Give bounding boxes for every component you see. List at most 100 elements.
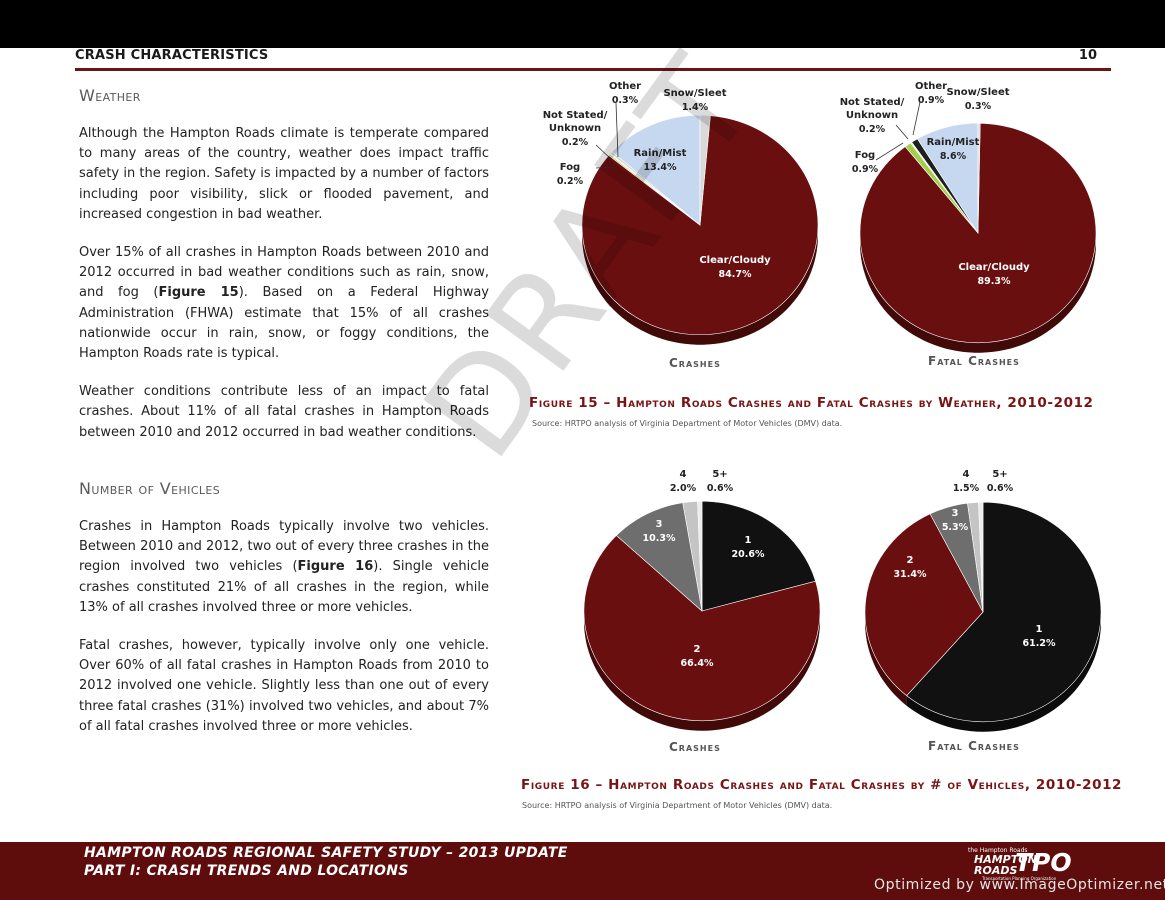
weather-heading: Weather <box>79 86 141 105</box>
pie-slice-4 <box>967 502 984 613</box>
pie-shadow <box>860 133 1096 353</box>
pie-slice-other <box>911 138 979 234</box>
footer-part-title: PART I: CRASH TRENDS AND LOCATIONS <box>84 863 409 879</box>
pie-1-figure-15-fatal-crashes: Clear/Cloudy 89.3% Fog 0.9% Not Stated/Unkno… <box>840 81 1097 353</box>
pie-slice-3 <box>929 502 984 613</box>
pie-slice-5 <box>697 500 703 612</box>
slice-category-label: 4 <box>963 469 970 480</box>
vehicles-paragraph-2: Fatal crashes, however, typically involv… <box>79 638 489 734</box>
pie-slice-side <box>910 142 912 153</box>
slice-value-label: 0.9% <box>918 95 945 106</box>
slice-value-label: 0.2% <box>859 124 886 135</box>
slice-category-label: 3 <box>952 508 959 519</box>
pie-slice-side <box>930 503 968 524</box>
slice-value-label: 2.0% <box>670 483 697 494</box>
page-header: CRASH CHARACTERISTICS 10 <box>75 46 1111 71</box>
pie-slice-side <box>865 513 931 706</box>
slice-category-label: 5+ <box>712 469 727 480</box>
pie-slice-4 <box>682 501 703 612</box>
page-footer: HAMPTON ROADS REGIONAL SAFETY STUDY – 20… <box>0 842 1165 900</box>
pie-slice-side <box>860 123 1096 353</box>
vehicles-text: Crashes in Hampton Roads typically invol… <box>79 517 489 755</box>
pie-slice-side <box>967 502 979 514</box>
figure-16-caption: Figure 16 – Hampton Roads Crashes and Fa… <box>521 777 1123 793</box>
vehicles-paragraph-1: Crashes in Hampton Roads typically invol… <box>79 519 489 615</box>
slice-value-label: 0.9% <box>852 164 879 175</box>
figure-16-source: Source: HRTPO analysis of Virginia Depar… <box>522 801 833 810</box>
slice-value-label: 20.6% <box>732 549 765 560</box>
pie-3-figure-16-fatal-crashes: 1 61.2% 2 31.4% 3 5.3% 4 1.5% 5+ 0.6% <box>864 469 1102 732</box>
pie-slice-fog <box>904 142 979 234</box>
pie-slice-2 <box>864 513 984 697</box>
pie-slice-side <box>616 502 683 546</box>
pie-slice-side <box>697 501 702 512</box>
slice-category-label: 1 <box>1036 624 1043 635</box>
leader-line <box>875 142 904 161</box>
pie-shadow <box>865 512 1101 732</box>
pie-slice-side <box>917 123 978 149</box>
leader-line <box>912 101 921 136</box>
pie-slice-side <box>702 501 816 592</box>
slice-value-label: 5.3% <box>942 522 969 533</box>
slice-category-label: Unknown <box>846 110 898 121</box>
pie-slice-side <box>682 501 698 513</box>
pie-slice-clear-cloudy <box>859 122 1097 344</box>
pie-slice-2 <box>583 535 821 722</box>
figure-15-reference: Figure 15 <box>158 285 239 301</box>
slice-value-label: 0.6% <box>987 483 1014 494</box>
slice-category-label: 4 <box>680 469 687 480</box>
pie-slice-1 <box>701 500 816 612</box>
slice-category-label: Clear/Cloudy <box>958 262 1030 273</box>
slice-value-label: 8.6% <box>940 151 967 162</box>
weather-paragraph-2: Over 15% of all crashes in Hampton Roads… <box>79 245 489 362</box>
slice-category-label: Rain/Mist <box>927 137 980 148</box>
slice-category-label: Snow/Sleet <box>946 87 1009 98</box>
pie-slice-side <box>978 502 983 513</box>
slice-value-label: 66.4% <box>681 658 714 669</box>
pie-slice-3 <box>615 502 703 612</box>
weather-text: Although the Hampton Roads climate is te… <box>79 124 489 461</box>
slice-category-label: 2 <box>694 644 701 655</box>
pie-slice-snow-sleet <box>977 122 981 234</box>
footer-study-title: HAMPTON ROADS REGIONAL SAFETY STUDY – 20… <box>84 845 568 861</box>
pie-2-figure-16-crashes: 1 20.6% 2 66.4% 3 10.3% 4 2.0% 5+ 0.6% <box>583 469 821 731</box>
pie-slice-side <box>905 142 911 157</box>
slice-category-label: Fog <box>855 150 875 161</box>
slice-value-label: 0.3% <box>965 101 992 112</box>
slice-category-label: 5+ <box>992 469 1007 480</box>
weather-paragraph-3: Weather conditions contribute less of an… <box>79 384 489 440</box>
page-number: 10 <box>1078 48 1097 63</box>
figure-16-reference: Figure 16 <box>297 559 374 575</box>
pie-title-crashes-weather: Crashes <box>669 356 721 370</box>
weather-paragraph-1: Although the Hampton Roads climate is te… <box>79 126 489 222</box>
slice-value-label: 84.7% <box>719 269 752 280</box>
slice-category-label: 3 <box>656 519 663 530</box>
slice-category-label: Other <box>915 81 947 92</box>
section-title: CRASH CHARACTERISTICS <box>75 48 269 63</box>
slice-value-label: 31.4% <box>894 569 927 580</box>
pie-slice-side <box>978 123 981 134</box>
optimizer-watermark: Optimized by www.ImageOptimizer.net <box>874 877 1165 893</box>
slice-value-label: 1.5% <box>953 483 980 494</box>
pie-shadow <box>584 511 820 731</box>
pie-slice-1 <box>906 501 1102 723</box>
pie-slice-side <box>584 535 820 731</box>
pie-slice-rain-mist <box>916 122 979 235</box>
slice-value-label: 89.3% <box>978 276 1011 287</box>
pie-slice-not-stated-unknown <box>910 141 979 234</box>
slice-category-label: 1 <box>745 535 752 546</box>
pie-title-crashes-vehicles: Crashes <box>669 740 721 754</box>
pie-slice-side <box>906 502 1101 732</box>
slice-value-label: 10.3% <box>643 533 676 544</box>
slice-value-label: 61.2% <box>1023 638 1056 649</box>
figure-15-source: Source: HRTPO analysis of Virginia Depar… <box>532 419 843 428</box>
vehicles-heading: Number of Vehicles <box>79 479 221 498</box>
pie-title-fatal-vehicles: Fatal Crashes <box>928 739 1020 753</box>
pie-title-fatal-weather: Fatal Crashes <box>928 354 1020 368</box>
slice-value-label: 0.6% <box>707 483 734 494</box>
pie-slice-side <box>911 138 918 153</box>
slice-category-label: Clear/Cloudy <box>699 255 771 266</box>
slice-category-label: 2 <box>907 555 914 566</box>
slice-category-label: Not Stated/ <box>840 97 905 108</box>
leader-line <box>895 124 909 140</box>
